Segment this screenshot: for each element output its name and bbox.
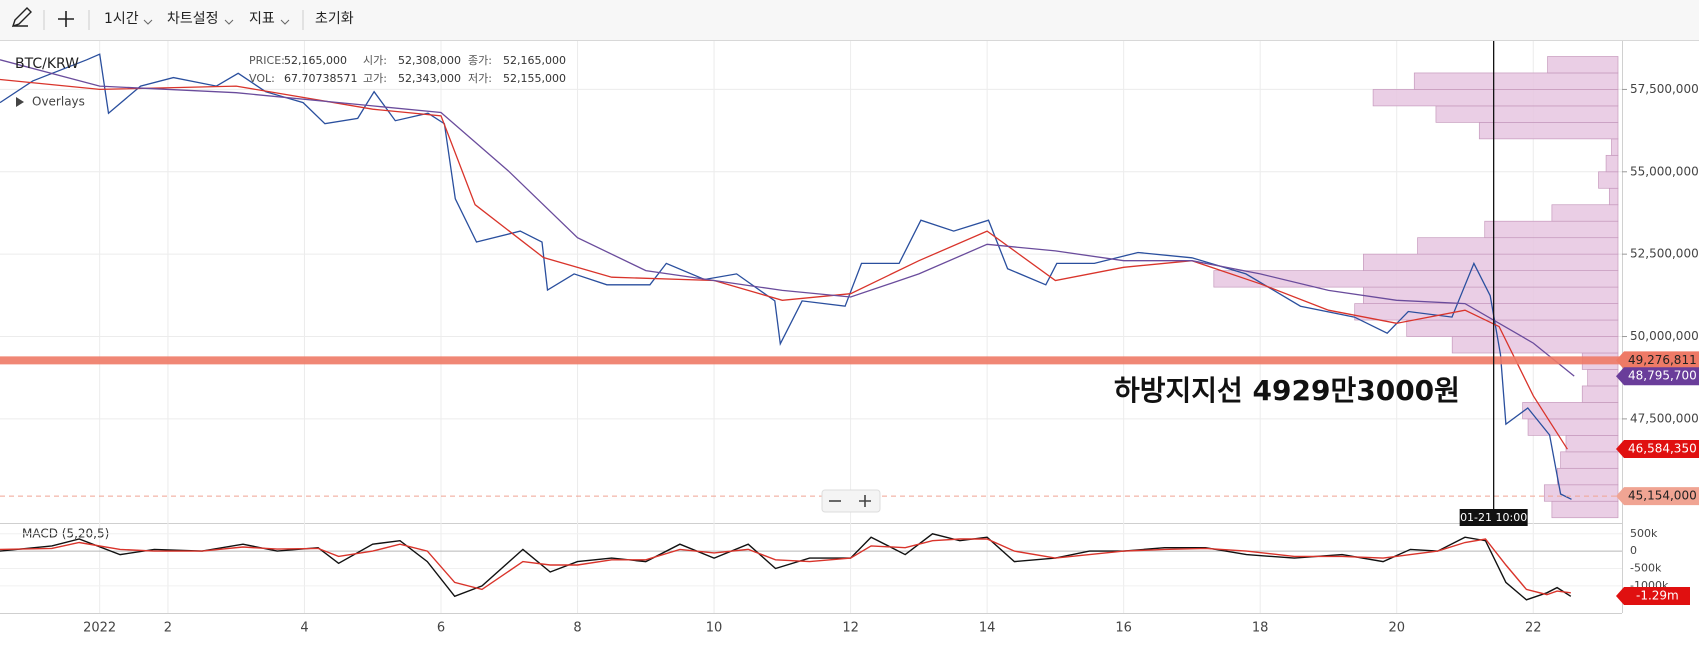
volume-profile-bar bbox=[1560, 451, 1619, 469]
y-tick-label: 47,500,000 bbox=[1630, 411, 1699, 425]
chevron bbox=[280, 19, 290, 25]
x-tick-label: 22 bbox=[1525, 621, 1542, 636]
volume-profile-bar bbox=[1581, 385, 1619, 403]
x-tick-label: 4 bbox=[300, 621, 308, 636]
y-tick-label: 50,000,000 bbox=[1630, 329, 1699, 343]
x-tick-label: 12 bbox=[842, 621, 859, 636]
x-tick-label: 10 bbox=[706, 621, 723, 636]
pencil-button[interactable] bbox=[11, 7, 32, 28]
menu-label: 차트설정 bbox=[167, 11, 219, 27]
y-tick-label: 55,000,000 bbox=[1630, 164, 1699, 178]
price-line bbox=[0, 53, 1572, 500]
menu-label: 초기화 bbox=[315, 11, 354, 27]
x-tick-label: 6 bbox=[437, 621, 445, 636]
add-button[interactable] bbox=[58, 11, 74, 27]
volume-profile-bar bbox=[1551, 500, 1619, 519]
x-tick-label: 8 bbox=[573, 621, 581, 636]
volume-profile-bar bbox=[1213, 270, 1619, 288]
chevron bbox=[143, 19, 153, 25]
info-label: 종가: bbox=[468, 54, 492, 67]
price-tag bbox=[1616, 487, 1699, 506]
volume-profile-bar bbox=[1413, 72, 1619, 90]
info-label: 시가: bbox=[363, 54, 387, 67]
volume-profile-bar bbox=[1478, 122, 1619, 140]
macd-tag bbox=[1616, 586, 1690, 605]
volume-profile-bar bbox=[1551, 204, 1619, 222]
menu-label: 1시간 bbox=[104, 11, 139, 27]
price-line bbox=[0, 78, 1568, 450]
price-line bbox=[0, 59, 1575, 377]
info-label: 저가: bbox=[468, 72, 492, 85]
toolbar bbox=[0, 0, 1699, 40]
menu-label: 지표 bbox=[249, 11, 275, 27]
plus-icon bbox=[58, 11, 74, 27]
volume-profile-bar bbox=[1598, 171, 1619, 189]
x-tick-label: 20 bbox=[1388, 621, 1405, 636]
volume-profile-bar bbox=[1608, 187, 1619, 206]
overlays-icon bbox=[16, 97, 24, 107]
price-tag-label: 45,154,000 bbox=[1628, 489, 1697, 503]
volume-profile-bar bbox=[1587, 369, 1619, 387]
price-tag bbox=[1616, 440, 1699, 459]
x-tick-label: 2022 bbox=[83, 621, 116, 636]
x-tick-label: 14 bbox=[979, 621, 996, 636]
volume-profile-bar bbox=[1372, 89, 1619, 107]
volume-profile-bar bbox=[1556, 467, 1619, 486]
reset-button[interactable]: 초기화 bbox=[315, 11, 354, 27]
info-label: 고가: bbox=[363, 72, 387, 85]
volume-profile-bar bbox=[1435, 105, 1619, 123]
y-tick-label: -500k bbox=[1630, 562, 1662, 575]
info-value: 52,155,000 bbox=[503, 72, 566, 85]
price-tag-label: 49,276,811 bbox=[1628, 353, 1697, 367]
x-tick-label: 2 bbox=[164, 621, 172, 636]
y-tick-label: 500k bbox=[1630, 527, 1658, 540]
pencil-icon bbox=[11, 7, 32, 28]
macd-tag-label: -1.29m bbox=[1636, 588, 1679, 602]
interval-menu[interactable]: 1시간 bbox=[104, 11, 153, 27]
info-value: 67.70738571 bbox=[284, 72, 357, 85]
volume-profile-bar bbox=[1565, 435, 1619, 453]
chart-settings-menu[interactable]: 차트설정 bbox=[167, 11, 234, 27]
volume-profile-bar bbox=[1522, 402, 1619, 420]
volume-profile-bar bbox=[1527, 418, 1619, 436]
volume-profile-bar bbox=[1354, 303, 1619, 321]
volume-profile-bar bbox=[1417, 237, 1619, 255]
x-tick-label: 18 bbox=[1252, 621, 1269, 636]
macd-line bbox=[0, 538, 1571, 596]
info-value: 52,165,000 bbox=[503, 54, 566, 67]
volume-profile-bar bbox=[1484, 220, 1619, 239]
volume-profile-bar bbox=[1543, 484, 1619, 502]
price-tag bbox=[1616, 351, 1699, 370]
crosshair-label: 01-21 10:00 bbox=[1460, 511, 1527, 524]
annotation: 하방지지선 4929만3000원 bbox=[1114, 374, 1460, 407]
zoom-controls bbox=[821, 489, 881, 513]
y-tick-label: 0 bbox=[1630, 544, 1637, 557]
info-value: 52,308,000 bbox=[398, 54, 461, 67]
price-tag-label: 46,584,350 bbox=[1628, 442, 1697, 456]
info-value: 52,343,000 bbox=[398, 72, 461, 85]
chart-layer: 2022 2 4 6 8 10 12 14 16 18 20 2247,500,00050,000,0… bbox=[0, 41, 1699, 636]
indicator-menu[interactable]: 지표 bbox=[249, 11, 290, 27]
volume-profile-bar bbox=[1363, 253, 1619, 271]
symbol: BTC/KRW bbox=[15, 56, 79, 72]
volume-profile-bar bbox=[1611, 138, 1619, 156]
crosshair-tag bbox=[1459, 509, 1528, 526]
y-tick-label: 57,500,000 bbox=[1630, 82, 1699, 96]
y-tick-label: 52,500,000 bbox=[1630, 247, 1699, 261]
volume-profile-bar bbox=[1547, 56, 1619, 74]
x-tick-label: 16 bbox=[1115, 621, 1132, 636]
volume-profile-bar bbox=[1406, 319, 1619, 337]
info-label: PRICE: bbox=[249, 54, 285, 67]
zoom-in[interactable] bbox=[859, 495, 871, 507]
volume-profile-bar bbox=[1605, 154, 1619, 173]
price-tag-label: 48,795,700 bbox=[1628, 369, 1697, 383]
price-tag bbox=[1616, 367, 1699, 386]
overlays-label: Overlays bbox=[32, 95, 85, 109]
chevron bbox=[224, 19, 234, 25]
info-value: 52,165,000 bbox=[284, 54, 347, 67]
info-label: VOL: bbox=[249, 72, 275, 85]
